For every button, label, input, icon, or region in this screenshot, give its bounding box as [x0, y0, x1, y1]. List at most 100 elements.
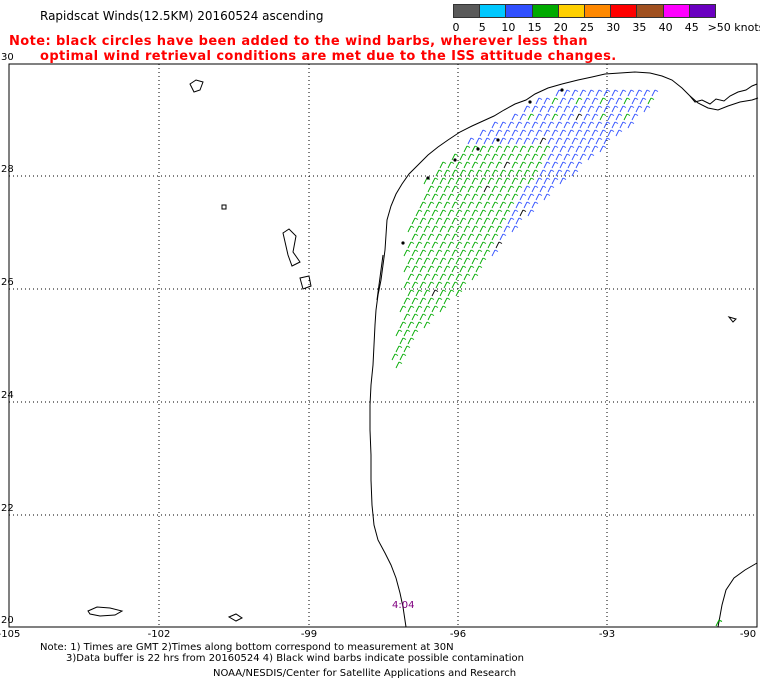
wind-barb	[587, 89, 595, 97]
wind-barb	[511, 209, 519, 217]
wind-barb	[619, 105, 627, 113]
wind-barb	[475, 249, 483, 257]
wind-barb	[447, 225, 455, 233]
wind-barb	[527, 161, 535, 169]
wind-barb	[543, 129, 551, 137]
legend-swatch	[688, 4, 716, 18]
wind-barb	[615, 129, 623, 137]
wind-barb	[423, 209, 431, 217]
wind-barb	[567, 145, 575, 153]
wind-barb	[471, 209, 479, 217]
louisiana-marsh	[689, 83, 758, 105]
wind-barb	[519, 145, 527, 153]
wind-barb	[563, 89, 571, 97]
wind-barb	[419, 297, 427, 305]
wind-barb	[607, 97, 615, 105]
wind-barb	[455, 177, 463, 185]
wind-barb	[607, 113, 615, 121]
wind-barb	[483, 233, 491, 241]
wind-barb	[499, 233, 507, 241]
wind-barb	[403, 313, 411, 321]
texas-mexico-coastline	[369, 83, 563, 628]
footer-note-2: 3)Data buffer is 22 hrs from 20160524 4)…	[66, 653, 524, 664]
island-5	[87, 606, 124, 617]
wind-barb	[415, 305, 423, 313]
wind-barb	[539, 137, 547, 145]
wind-barb	[615, 97, 623, 105]
contamination-dot	[476, 147, 480, 151]
wind-barb	[495, 225, 503, 233]
wind-barb	[519, 161, 527, 169]
wind-barb	[419, 217, 427, 225]
map-frame	[8, 63, 758, 628]
wind-barb	[543, 177, 551, 185]
wind-barb	[455, 209, 463, 217]
wind-barb	[439, 193, 447, 201]
wind-barb	[535, 161, 543, 169]
wind-barb	[583, 129, 591, 137]
wind-barb	[483, 217, 491, 225]
wind-barb	[523, 121, 531, 129]
wind-barb	[503, 161, 511, 169]
wind-barb	[419, 233, 427, 241]
wind-barb	[403, 265, 411, 273]
wind-barb	[599, 113, 607, 121]
latitude-label: 20	[1, 615, 14, 626]
iss-note-line-1: Note: black circles have been added to t…	[9, 34, 588, 49]
wind-barb	[647, 97, 655, 105]
wind-barb	[451, 249, 459, 257]
wind-barb	[471, 145, 479, 153]
wind-barb	[563, 169, 571, 177]
wind-barb	[423, 289, 431, 297]
wind-barb	[435, 169, 443, 177]
wind-barb	[591, 97, 599, 105]
wind-barb	[479, 145, 487, 153]
wind-barb	[399, 321, 407, 329]
wind-barb	[455, 225, 463, 233]
wind-barb	[611, 121, 619, 129]
wind-barb	[423, 321, 431, 329]
wind-barb	[643, 89, 651, 97]
wind-barb	[475, 185, 483, 193]
wind-barb	[491, 169, 499, 177]
wind-barb	[479, 193, 487, 201]
wind-barb	[487, 129, 495, 137]
wind-barb	[459, 265, 467, 273]
wind-barb	[507, 153, 515, 161]
wind-barb	[491, 121, 499, 129]
wind-barb	[411, 249, 419, 257]
lat-lon-grid	[9, 64, 757, 627]
wind-barb	[551, 161, 559, 169]
longitude-label: -90	[739, 629, 757, 640]
wind-barb	[487, 209, 495, 217]
wind-barb	[599, 97, 607, 105]
wind-barb	[479, 209, 487, 217]
wind-barb	[543, 193, 551, 201]
wind-barb	[487, 145, 495, 153]
louisiana-coastline	[561, 71, 759, 111]
wind-barb	[443, 169, 451, 177]
wind-barb	[511, 113, 519, 121]
wind-barb	[547, 153, 555, 161]
wind-barb	[487, 161, 495, 169]
wind-barb	[443, 201, 451, 209]
wind-barb	[411, 217, 419, 225]
wind-barb	[471, 225, 479, 233]
wind-barb	[503, 129, 511, 137]
wind-barb	[427, 249, 435, 257]
wind-barb	[499, 121, 507, 129]
wind-barb	[439, 161, 447, 169]
wind-barb	[595, 89, 603, 97]
wind-barb	[447, 161, 455, 169]
wind-barb	[499, 185, 507, 193]
wind-barb	[551, 97, 559, 105]
wind-barb	[419, 265, 427, 273]
wind-barb	[431, 257, 439, 265]
legend-label: 20	[553, 21, 568, 34]
wind-barb	[451, 217, 459, 225]
wind-barb	[399, 353, 407, 361]
latitude-label: 24	[1, 390, 14, 401]
wind-barb	[463, 225, 471, 233]
wind-barb	[523, 185, 531, 193]
wind-barb	[595, 121, 603, 129]
